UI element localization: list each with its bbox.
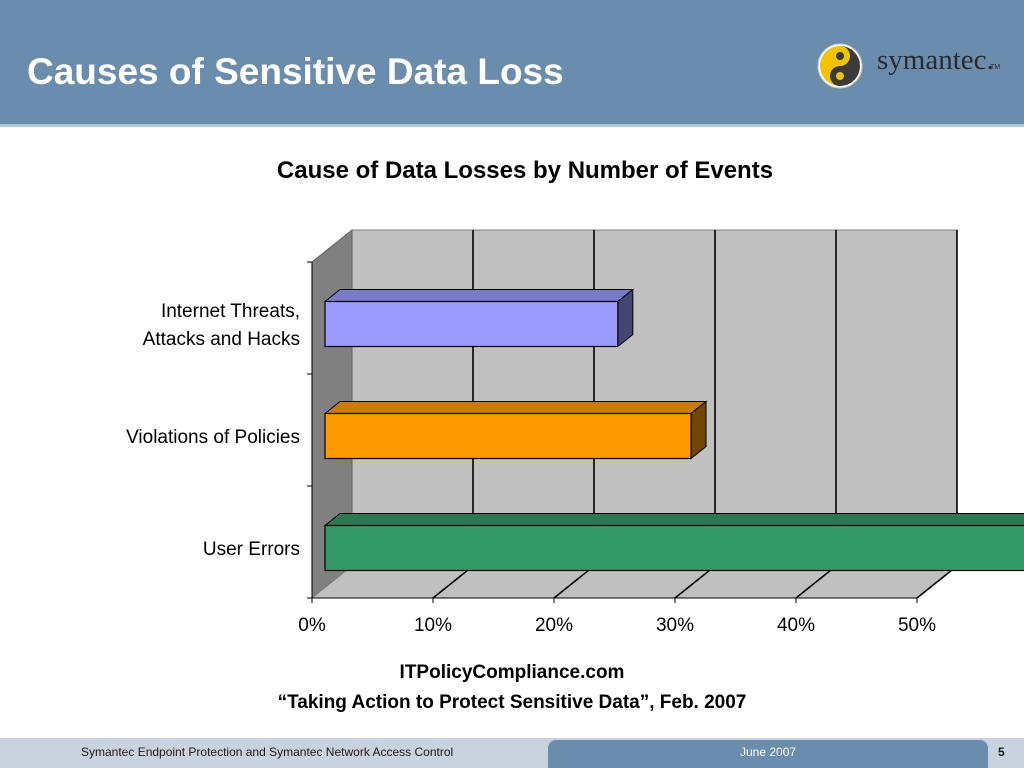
bar-top-0 <box>323 289 635 302</box>
x-tick-label-20: 20% <box>535 615 573 636</box>
header-divider <box>0 124 1024 127</box>
footer-date-tab <box>548 740 988 768</box>
gridline-floor-30 <box>674 565 716 599</box>
gridline-floor-10 <box>432 565 474 599</box>
gridline-floor-50 <box>916 565 958 599</box>
gridline-floor-20 <box>553 565 595 599</box>
slide-title: Causes of Sensitive Data Loss <box>27 51 564 92</box>
bar-top-2 <box>323 513 1024 526</box>
category-label-0-1: Attacks and Hacks <box>143 329 300 350</box>
category-label-2-0: User Errors <box>203 539 300 560</box>
x-tick-label-50: 50% <box>898 615 936 636</box>
bar-2 <box>324 524 1024 572</box>
footer-date: June 2007 <box>740 745 797 759</box>
symantec-logo: symantec. TM <box>815 42 1005 90</box>
bar-0 <box>324 300 619 348</box>
footer-product-text: Symantec Endpoint Protection and Symante… <box>81 745 454 759</box>
source-site: ITPolicyCompliance.com <box>399 662 625 683</box>
x-tick-label-30: 30% <box>656 615 694 636</box>
page-number: 5 <box>998 745 1005 759</box>
x-tick-label-0: 0% <box>298 615 326 636</box>
logo-trademark: TM <box>990 64 1001 71</box>
category-label-1-0: Violations of Policies <box>126 427 300 448</box>
category-label-0-0: Internet Threats, <box>161 301 300 322</box>
x-tick-label-10: 10% <box>414 615 452 636</box>
bar-1 <box>324 412 692 460</box>
logo-circle-icon <box>817 43 863 89</box>
logo-wordmark: symantec. <box>877 44 994 76</box>
bar-top-1 <box>323 401 708 414</box>
chart-back-wall <box>351 229 958 567</box>
chart-title: Cause of Data Losses by Number of Events <box>276 157 774 184</box>
bar-chart: Internet Threats, Attacks and Hacks Violat… <box>126 228 1024 636</box>
x-tick-label-40: 40% <box>777 615 815 636</box>
source-report: “Taking Action to Protect Sensitive Data… <box>277 692 747 713</box>
gridline-floor-40 <box>795 565 837 599</box>
